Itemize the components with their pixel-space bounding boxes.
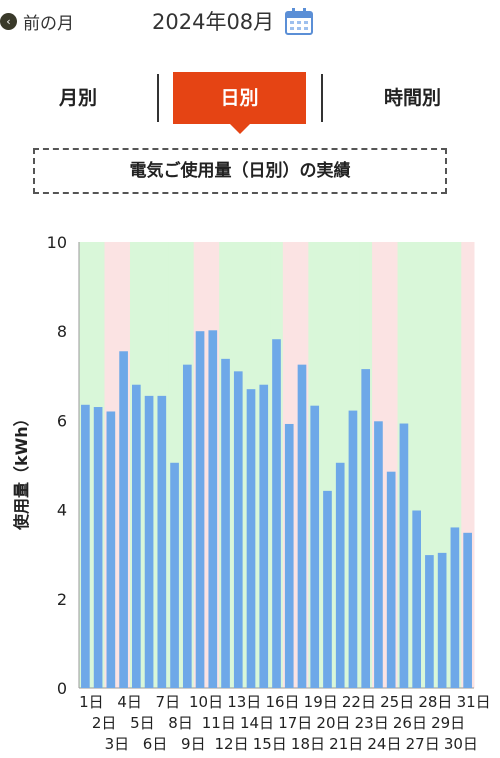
bar-day-5 (132, 384, 141, 688)
x-tick-label: 13日 (227, 693, 261, 711)
tab-divider (157, 74, 159, 122)
chevron-left-icon: ‹ (0, 13, 17, 30)
daily-usage-chart: 0 2 4 6 8 10 1日 2日 3日 4日 5日 6日 7日 8日 9日 10日 11日 12日 13日 14日… (47, 233, 491, 753)
x-tick-label: 21日 (329, 735, 363, 753)
y-tick-label: 10 (47, 233, 67, 252)
bar-day-6 (144, 395, 154, 688)
bar-day-4 (119, 351, 128, 688)
y-tick-label: 0 (57, 679, 67, 698)
tab-hourly[interactable]: 時間別 (383, 87, 441, 109)
x-tick-label: 19日 (304, 693, 338, 711)
x-tick-label: 18日 (291, 735, 325, 753)
bar-day-15 (259, 384, 269, 688)
chart-caption: 電気ご使用量（日別）の実績 (33, 148, 447, 194)
y-tick-label: 4 (57, 501, 67, 520)
x-tick-label: 30日 (444, 735, 478, 753)
calendar-icon[interactable] (284, 6, 314, 36)
x-tick-label: 4日 (117, 693, 142, 711)
x-tick-label: 16日 (265, 693, 299, 711)
x-tick-label: 12日 (214, 735, 248, 753)
bar-day-24 (374, 421, 383, 688)
x-tick-label: 9日 (181, 735, 206, 753)
x-tick-label: 8日 (168, 714, 193, 732)
period-tabs: 月別 日別 時間別 (0, 72, 500, 134)
month-title: 2024年08月 (152, 10, 275, 34)
bar-day-23 (361, 369, 371, 688)
x-tick-label: 7日 (156, 693, 181, 711)
x-tick-label: 20日 (316, 714, 350, 732)
tab-monthly[interactable]: 月別 (58, 87, 97, 109)
bar-day-28 (425, 555, 434, 688)
bar-day-30 (450, 527, 460, 688)
y-tick-label: 6 (57, 411, 67, 430)
x-tick-label: 3日 (105, 735, 130, 753)
bar-day-16 (272, 339, 281, 688)
x-tick-label: 14日 (240, 714, 274, 732)
bar-day-26 (399, 423, 409, 688)
bar-day-20 (323, 490, 332, 688)
bar-day-2 (93, 407, 103, 688)
x-tick-label: 28日 (418, 693, 452, 711)
x-tick-label: 11日 (202, 714, 236, 732)
bar-day-10 (195, 331, 205, 688)
tab-daily[interactable]: 日別 (173, 72, 306, 134)
x-tick-label: 17日 (278, 714, 312, 732)
x-tick-label: 6日 (143, 735, 168, 753)
y-tick-label: 8 (57, 322, 67, 341)
x-tick-label: 27日 (406, 735, 440, 753)
bar-day-21 (335, 462, 345, 688)
x-tick-label: 23日 (355, 714, 389, 732)
bar-day-29 (437, 552, 447, 688)
bar-day-13 (233, 371, 243, 688)
bar-day-22 (348, 410, 358, 688)
tab-divider (321, 74, 323, 122)
x-tick-label: 5日 (130, 714, 155, 732)
bar-day-7 (157, 395, 167, 688)
x-tick-label: 10日 (189, 693, 223, 711)
bar-day-1 (81, 404, 90, 688)
x-tick-label: 25日 (380, 693, 414, 711)
bar-day-31 (463, 532, 472, 688)
bar-day-19 (310, 405, 320, 688)
x-tick-label: 1日 (79, 693, 104, 711)
top-bar: ‹ 前の月 2024年08月 (0, 0, 500, 44)
prev-month-link[interactable]: ‹ 前の月 (0, 9, 74, 34)
x-tick-label: 31日 (457, 693, 491, 711)
x-tick-label: 26日 (393, 714, 427, 732)
bar-day-14 (246, 389, 256, 688)
bar-day-3 (106, 411, 116, 688)
bar-day-18 (297, 364, 307, 688)
x-tick-label: 29日 (431, 714, 465, 732)
bar-day-12 (221, 358, 230, 688)
bar-day-11 (208, 330, 218, 688)
bar-day-9 (182, 364, 192, 688)
x-tick-label: 24日 (367, 735, 401, 753)
bar-day-17 (284, 423, 294, 688)
prev-month-label: 前の月 (23, 14, 74, 34)
bar-day-25 (386, 471, 396, 688)
bar-day-27 (412, 510, 421, 688)
bar-day-8 (170, 462, 179, 688)
x-tick-label: 2日 (92, 714, 117, 732)
x-tick-label: 22日 (342, 693, 376, 711)
x-tick-label: 15日 (253, 735, 287, 753)
y-tick-label: 2 (57, 590, 67, 609)
